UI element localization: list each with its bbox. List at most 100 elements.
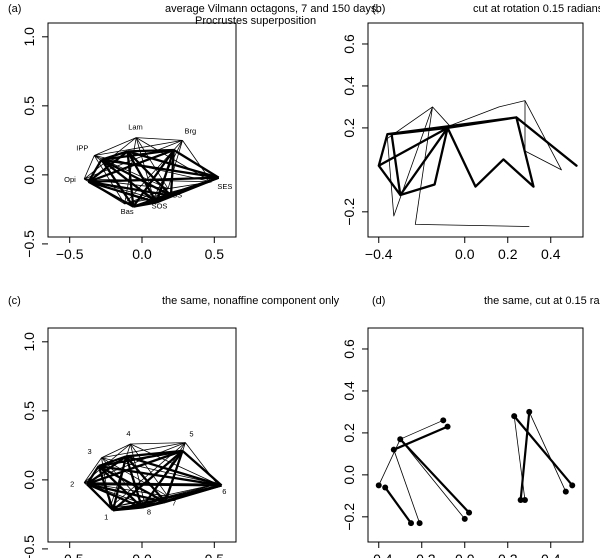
landmark-label: 5 (189, 430, 193, 439)
series-thin-edge (130, 442, 186, 445)
segment-thick (384, 486, 412, 524)
series-thick-edge (88, 148, 175, 183)
series-thin-line (387, 100, 562, 227)
x-tick-label: 0.4 (541, 551, 561, 558)
panel-label: (c) (8, 295, 21, 307)
series-thick-edge (98, 449, 183, 468)
series-thick-edge (87, 482, 222, 487)
y-tick-label: −0.2 (341, 503, 357, 531)
y-tick-label: 1.0 (21, 27, 37, 47)
series-thick-edge (126, 151, 135, 207)
series-thick-edge (88, 180, 172, 197)
series-thick-edge (124, 456, 144, 508)
segment-thin (513, 416, 526, 501)
y-tick-label: 0.0 (21, 165, 37, 185)
data-point (562, 488, 569, 495)
series-thick-edge (88, 180, 157, 204)
series-thick-edge (101, 158, 219, 179)
series-thin-edge (101, 443, 131, 459)
plot-frame (367, 22, 584, 238)
landmark-label: SOS (152, 201, 168, 210)
y-tick-label: 0.4 (341, 381, 357, 401)
landmark-label: 3 (88, 447, 92, 456)
x-tick-label: 0.5 (205, 551, 225, 558)
landmark-label: 1 (104, 512, 108, 521)
panel-label: (d) (372, 295, 385, 307)
y-tick-label: 0.5 (21, 401, 37, 421)
x-tick-label: 0.2 (498, 551, 518, 558)
series-thick-edge (170, 176, 220, 197)
x-tick-label: 0.0 (132, 551, 152, 558)
series-thick-edge (86, 482, 166, 504)
landmark-label: 6 (222, 487, 226, 496)
landmark-label: 4 (126, 429, 130, 438)
panel-label: (b) (372, 3, 385, 15)
landmark-label: 2 (70, 480, 74, 489)
data-point (569, 482, 576, 489)
x-tick-label: −0.5 (56, 551, 84, 558)
data-point (466, 509, 473, 516)
series-thick-edge (88, 176, 219, 183)
series-thick-edge (164, 450, 184, 503)
series-thin-edge (130, 443, 169, 497)
series-thin-edge (136, 137, 183, 141)
series-thin-edge (130, 443, 146, 505)
landmark-label: SES (217, 182, 232, 191)
data-point (440, 417, 447, 424)
series-thin-edge (94, 137, 137, 156)
x-tick-label: 0.5 (205, 246, 225, 262)
series-thick-edge (126, 150, 172, 197)
y-tick-label: 0.6 (341, 34, 357, 54)
landmark-label: Bas (121, 207, 134, 216)
series-thick-edge (87, 150, 129, 183)
data-point (511, 413, 518, 420)
segment-thick (393, 425, 448, 451)
panel-title: cut at rotation 0.15 radians (473, 3, 600, 15)
y-tick-label: 0.6 (341, 339, 357, 359)
series-thick-edge (98, 455, 127, 468)
series-thick-edge (173, 149, 220, 179)
panel-b: (b) cut at rotation 0.15 radians −0.4 0.0 0.… (341, 3, 600, 262)
landmark-label: Lam (128, 123, 143, 132)
y-tick-label: 0.0 (341, 465, 357, 485)
y-tick-label: −0.2 (341, 198, 357, 226)
panel-title: the same, nonaffine component only (162, 295, 340, 307)
series-thick-edge (169, 149, 175, 196)
series-thick-edge (101, 148, 174, 161)
series-thick-edge (86, 465, 100, 485)
series-thin-edge (101, 442, 186, 459)
data-point (416, 520, 423, 527)
segment-thin (378, 439, 401, 486)
panel-title: Procrustes superposition (195, 15, 316, 27)
series-thick-edge (86, 449, 183, 486)
x-tick-label: 0.4 (541, 246, 561, 262)
y-tick-label: 0.2 (341, 423, 357, 443)
panel-title: the same, cut at 0.15 radians (484, 295, 600, 307)
data-point (521, 497, 528, 504)
series-thick-edge (86, 483, 114, 512)
plot-frame (367, 327, 584, 543)
series-thick-edge (98, 464, 222, 487)
panel-title: average Vilmann octagons, 7 and 150 days… (165, 3, 379, 15)
data-point (408, 520, 414, 527)
y-tick-label: 0.5 (21, 96, 37, 116)
x-tick-label: 0.0 (455, 551, 475, 558)
series-thick-edge (87, 180, 134, 208)
data-point (382, 484, 389, 491)
series-thick-edge (101, 150, 128, 161)
segment-thick (513, 415, 574, 487)
y-tick-label: 0.2 (341, 118, 357, 138)
landmark-label: Brg (184, 126, 196, 135)
data-point (444, 423, 451, 430)
segment-thick (399, 438, 470, 514)
panel-c: (c) the same, nonaffine component only −0.… (8, 295, 340, 558)
segment-thin (393, 449, 420, 524)
series-thick-edge (181, 450, 223, 487)
segment-thick (519, 411, 531, 501)
series-thick-edge (86, 482, 143, 509)
data-point (461, 515, 468, 522)
y-tick-label: 1.0 (21, 332, 37, 352)
series-thick-edge (97, 465, 143, 509)
landmark-label: ISS (170, 191, 182, 200)
data-point (375, 482, 382, 489)
